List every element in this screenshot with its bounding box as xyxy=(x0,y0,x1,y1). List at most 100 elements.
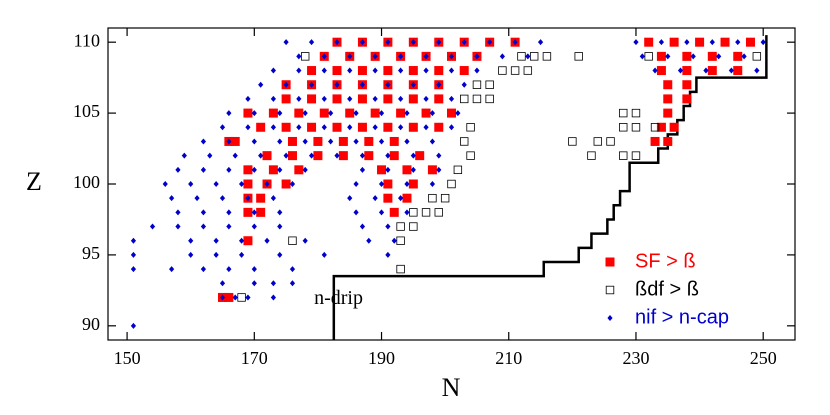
sf-point xyxy=(447,108,456,118)
sf-point xyxy=(281,122,291,132)
nif-point xyxy=(398,53,404,60)
nif-point xyxy=(328,110,334,117)
nif-point xyxy=(258,152,264,159)
nif-point xyxy=(200,223,207,230)
sf-point xyxy=(415,151,425,161)
bdf-point xyxy=(396,236,405,245)
nif-point xyxy=(321,95,327,102)
sf-point xyxy=(656,51,666,61)
nif-point xyxy=(537,39,544,46)
nif-point xyxy=(251,166,257,173)
sf-point xyxy=(459,66,469,76)
nif-point xyxy=(238,237,245,244)
nif-point xyxy=(277,209,283,216)
bdf-point xyxy=(237,293,246,302)
nif-point xyxy=(353,138,359,145)
sf-point xyxy=(663,94,673,104)
y-tick-label: 110 xyxy=(74,30,100,50)
sf-point xyxy=(287,136,297,146)
nif-point xyxy=(321,251,327,258)
x-tick-label: 230 xyxy=(622,348,649,368)
nif-point xyxy=(264,237,270,244)
x-tick-label: 190 xyxy=(368,348,395,368)
sf-point xyxy=(230,136,240,146)
sf-point xyxy=(408,179,418,189)
nif-point xyxy=(258,81,264,88)
bdf-point xyxy=(428,193,437,203)
nif-point xyxy=(404,181,410,187)
nif-point xyxy=(709,39,715,46)
nif-point xyxy=(347,67,353,74)
nif-point xyxy=(308,81,315,88)
nif-point xyxy=(334,39,340,46)
sf-point xyxy=(669,122,679,132)
sf-point xyxy=(682,66,692,76)
nif-point xyxy=(372,67,378,74)
sf-point xyxy=(396,108,406,118)
nif-point xyxy=(251,223,257,230)
nif-point xyxy=(436,152,442,159)
nif-point xyxy=(353,110,359,117)
bdf-point xyxy=(631,151,641,160)
nif-point xyxy=(289,181,296,187)
drip-line xyxy=(332,35,768,340)
legend-label: ßdf > ß xyxy=(635,278,699,300)
nif-point xyxy=(334,152,340,159)
nif-point xyxy=(684,39,690,46)
nif-point xyxy=(353,181,359,187)
drip-label: n-drip xyxy=(314,287,363,309)
nif-point xyxy=(404,110,410,117)
sf-point xyxy=(357,122,367,132)
nif-point xyxy=(716,53,722,60)
sf-point xyxy=(682,51,692,61)
nif-point xyxy=(474,67,480,74)
nif-point xyxy=(130,322,137,329)
sf-point xyxy=(262,151,272,161)
sf-point xyxy=(294,165,304,175)
nif-point xyxy=(385,251,391,258)
sf-point xyxy=(720,37,730,47)
sf-point xyxy=(733,66,743,76)
sf-point xyxy=(294,108,304,118)
sf-point xyxy=(281,94,291,104)
nif-point xyxy=(277,223,283,230)
nif-point xyxy=(188,251,194,258)
nif-point xyxy=(404,209,410,216)
bdf-point xyxy=(529,52,539,61)
sf-point xyxy=(383,94,393,104)
nif-point xyxy=(296,124,302,131)
bdf-point xyxy=(396,222,405,231)
nif-point xyxy=(308,152,315,159)
sf-point xyxy=(307,66,317,76)
bdf-point xyxy=(466,123,475,132)
bdf-point xyxy=(498,66,507,75)
nif-point xyxy=(398,124,404,131)
nif-point xyxy=(245,195,251,202)
nif-point xyxy=(270,95,276,102)
nif-point xyxy=(302,110,308,117)
bdf-point xyxy=(472,80,482,89)
nif-point xyxy=(219,280,226,287)
bdf-point xyxy=(288,236,297,245)
sf-point xyxy=(745,37,755,47)
sf-point xyxy=(256,193,266,203)
nif-point xyxy=(321,67,327,74)
bdf-point xyxy=(574,52,583,61)
sf-point xyxy=(682,94,692,104)
bdf-point xyxy=(568,137,577,146)
nif-point xyxy=(385,223,391,230)
sf-point xyxy=(256,207,266,217)
nif-point xyxy=(423,53,429,60)
nif-point xyxy=(296,67,302,74)
nif-point xyxy=(499,53,505,60)
nif-point xyxy=(277,138,283,145)
nif-point xyxy=(385,152,391,159)
nif-point xyxy=(277,110,283,117)
legend-label: nif > n-cap xyxy=(635,306,729,328)
bdf-point xyxy=(619,123,628,132)
nif-point xyxy=(226,266,232,273)
nif-point xyxy=(200,138,207,145)
nif-point xyxy=(226,166,232,173)
nif-point xyxy=(410,166,416,173)
sf-point xyxy=(383,193,393,203)
